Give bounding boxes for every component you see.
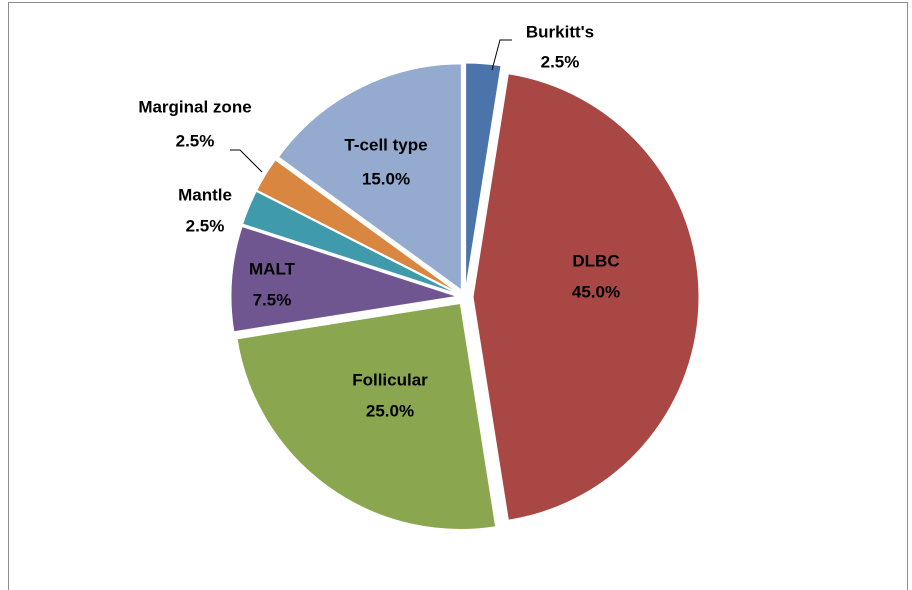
slice-value-label: 25.0% (366, 401, 414, 420)
pie-slice (230, 225, 458, 333)
slice-value-label: 15.0% (362, 169, 410, 188)
pie-slice (277, 63, 462, 291)
leader-line (230, 149, 263, 173)
slice-label: Burkitt's (526, 22, 594, 41)
slice-label: Follicular (352, 370, 428, 389)
slice-value-label: 2.5% (176, 131, 215, 150)
pie-slice (242, 190, 458, 295)
pie-slice (465, 62, 502, 290)
slice-label: Mantle (178, 185, 232, 204)
slice-value-label: 2.5% (186, 216, 225, 235)
leader-line (491, 39, 512, 71)
pie-slice (236, 302, 497, 530)
slice-label: DLBC (572, 251, 619, 270)
slice-value-label: 7.5% (253, 290, 292, 309)
slice-label: T-cell type (344, 135, 427, 154)
chart-frame (8, 2, 908, 590)
slice-label: Marginal zone (138, 97, 251, 116)
pie-slice (472, 73, 700, 521)
slice-value-label: 45.0% (572, 282, 620, 301)
slice-value-label: 2.5% (541, 52, 580, 71)
slice-label: MALT (249, 259, 296, 278)
pie-slice (256, 159, 459, 294)
